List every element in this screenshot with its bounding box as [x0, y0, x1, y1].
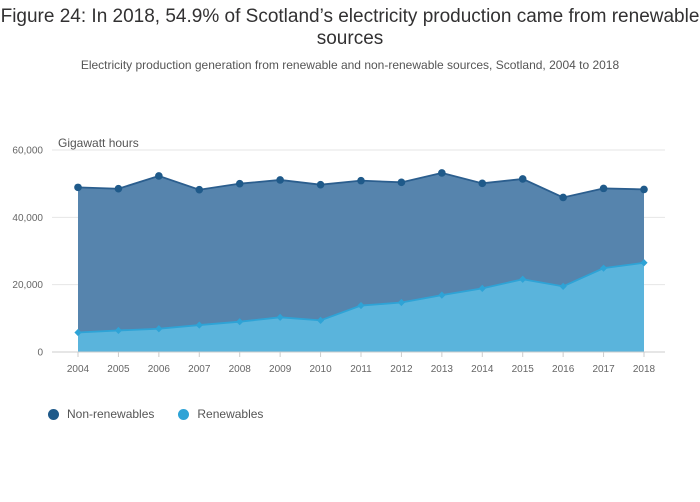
- y-tick-label-40000: 40,000: [12, 213, 43, 224]
- renewables-point-2007: [195, 321, 203, 329]
- non-renewables-point-2016: [559, 193, 567, 202]
- legend-item-renewables[interactable]: Renewables: [178, 407, 263, 421]
- non-renewables-point-2006: [155, 172, 163, 180]
- chart-subtitle: Electricity production generation from r…: [80, 58, 620, 72]
- y-tick-label-20000: 20,000: [12, 280, 43, 291]
- legend-marker-renewables: [178, 408, 190, 420]
- non-renewables-point-2004: [74, 183, 82, 192]
- non-renewables-point-2018: [640, 185, 648, 194]
- legend: Non-renewables Renewables: [48, 407, 287, 421]
- legend-label-renewables: Renewables: [197, 407, 264, 421]
- y-tick-label-60000: 60,000: [12, 146, 43, 157]
- renewables-point-2012: [397, 298, 406, 307]
- non-renewables-point-2011: [357, 176, 365, 185]
- non-renewables-point-2007: [195, 185, 204, 194]
- chart-title: Figure 24: In 2018, 54.9% of Scotland’s …: [0, 6, 700, 49]
- renewables-point-2008: [236, 318, 244, 326]
- legend-marker-non-renewables: [48, 408, 59, 420]
- renewables-point-2014: [478, 284, 486, 292]
- area-chart: 0 20,000 40,000 60,000 2004 2005 2006 2007 2008 2…: [12, 146, 665, 375]
- x-tick-label-2004: 2004: [67, 364, 90, 375]
- x-tick-label-2005: 2005: [107, 364, 130, 375]
- renewables-point-2015: [519, 275, 527, 283]
- x-tick-label-2006: 2006: [148, 364, 171, 375]
- x-tick-label-2013: 2013: [431, 364, 454, 375]
- non-renewables-point-2013: [438, 169, 446, 177]
- x-tick-label-2009: 2009: [269, 364, 292, 375]
- non-renewables-point-2010: [316, 180, 325, 189]
- renewables-point-2011: [357, 301, 365, 310]
- renewables-point-2006: [155, 325, 163, 333]
- non-renewables-point-2012: [397, 178, 406, 187]
- renewables-point-2010: [316, 316, 325, 324]
- non-renewables-point-2005: [114, 184, 123, 193]
- non-renewables-point-2008: [235, 179, 244, 188]
- renewables-point-2004: [74, 328, 82, 337]
- x-tick-label-2014: 2014: [471, 364, 494, 375]
- x-tick-label-2012: 2012: [390, 364, 413, 375]
- non-renewables-point-2009: [276, 176, 284, 184]
- y-axis-label: Gigawatt hours: [58, 136, 139, 150]
- x-tick-label-2015: 2015: [512, 364, 535, 375]
- renewables-point-2009: [276, 313, 284, 321]
- renewables-point-2013: [438, 291, 446, 299]
- x-tick-label-2018: 2018: [633, 364, 656, 375]
- non-renewables-point-2017: [599, 184, 608, 193]
- non-renewables-point-2014: [478, 179, 487, 188]
- y-tick-label-0: 0: [37, 348, 43, 359]
- non-renewables-point-2015: [518, 175, 527, 183]
- renewables-point-2016: [559, 282, 567, 290]
- legend-item-non-renewables[interactable]: Non-renewables: [48, 407, 154, 421]
- x-tick-label-2011: 2011: [350, 364, 372, 375]
- x-tick-label-2016: 2016: [552, 364, 575, 375]
- x-tick-label-2008: 2008: [229, 364, 252, 375]
- x-tick-label-2017: 2017: [592, 364, 615, 375]
- legend-label-non-renewables: Non-renewables: [67, 407, 155, 421]
- non-renewables-area: [78, 172, 644, 333]
- x-tick-label-2007: 2007: [188, 364, 211, 375]
- renewables-point-2018: [640, 259, 648, 267]
- renewables-point-2005: [114, 326, 123, 335]
- renewables-point-2017: [599, 264, 608, 272]
- x-tick-label-2010: 2010: [309, 364, 332, 375]
